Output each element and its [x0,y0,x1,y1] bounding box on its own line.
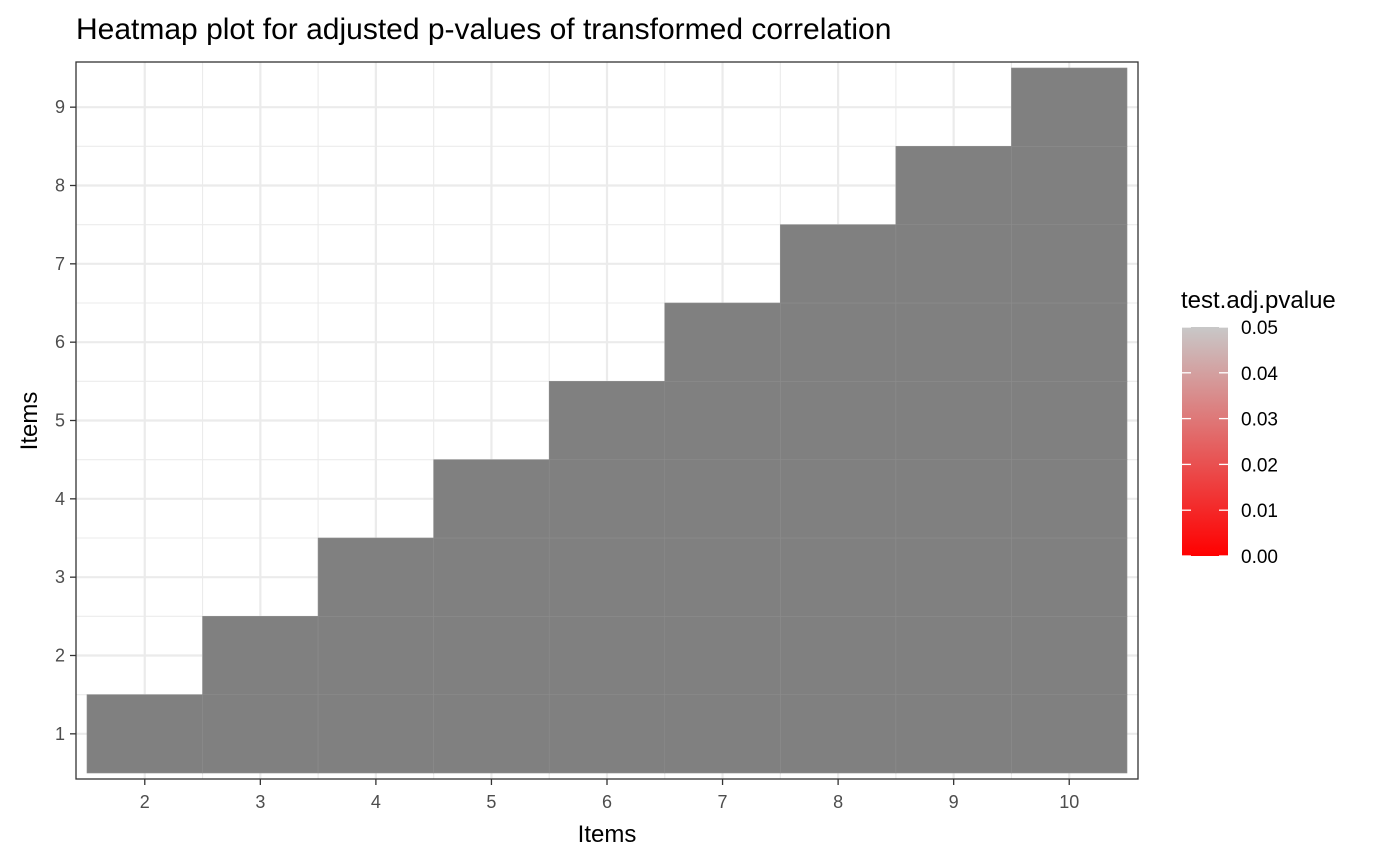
heatmap-cell [1011,146,1128,225]
y-tick-label: 2 [55,646,65,666]
x-tick-label: 9 [949,792,959,812]
heatmap-cell [895,694,1012,774]
heatmap-cell [780,694,897,774]
heatmap-cell [664,537,781,617]
heatmap-cell [433,459,550,539]
heatmap-cell [548,694,666,774]
heatmap-cell [1011,694,1128,774]
heatmap-cell [202,694,319,774]
y-tick-label: 7 [55,254,65,274]
legend-label: 0.04 [1241,364,1278,385]
heatmap-cell [780,381,897,460]
heatmap-cell [1011,302,1128,382]
x-axis-title: Items [578,821,637,848]
legend-ticks: 0.00 0.01 0.02 0.03 0.04 0.05 [1182,318,1278,568]
legend-title: test.adj.pvalue [1181,287,1336,314]
legend-label: 0.02 [1241,455,1278,476]
y-axis-ticks: 1 2 3 4 5 6 7 8 9 [55,97,76,744]
heatmap-cell [895,146,1012,225]
heatmap-cell [664,694,781,774]
heatmap-cell [895,616,1012,695]
heatmap-cell [1011,616,1128,695]
legend-label: 0.03 [1241,410,1278,431]
heatmap-cell [664,459,781,539]
heatmap-cell [1011,381,1128,460]
y-tick-label: 8 [55,176,65,196]
y-tick-label: 3 [55,567,65,587]
x-tick-label: 8 [833,792,843,812]
chart-title: Heatmap plot for adjusted p-values of tr… [76,13,891,46]
heatmap-cell [548,616,666,695]
heatmap-cells [86,67,1128,774]
heatmap-cell [317,537,434,617]
heatmap-cell [317,616,434,695]
heatmap-cell [895,224,1012,304]
heatmap-cell [1011,459,1128,539]
x-tick-label: 10 [1059,792,1079,812]
heatmap-cell [895,302,1012,382]
heatmap-cell [664,302,781,382]
heatmap-cell [895,537,1012,617]
x-tick-label: 3 [255,792,265,812]
heatmap-cell [780,224,897,304]
legend-label: 0.05 [1241,318,1278,339]
heatmap-cell [1011,537,1128,617]
legend: test.adj.pvalue 0.00 0.01 0.02 0.03 0.04 0.05 [1181,287,1336,568]
y-axis-title: Items [16,392,43,451]
heatmap-cell [780,459,897,539]
y-tick-label: 5 [55,411,65,431]
heatmap-cell [86,694,203,774]
heatmap-cell [895,459,1012,539]
heatmap-cell [433,694,550,774]
y-tick-label: 4 [55,489,65,509]
heatmap-cell [780,537,897,617]
x-tick-label: 7 [718,792,728,812]
x-tick-label: 4 [371,792,381,812]
heatmap-cell [780,302,897,382]
heatmap-cell [664,381,781,460]
heatmap-cell [433,537,550,617]
heatmap-cell [202,616,319,695]
heatmap-cell [317,694,434,774]
y-tick-label: 1 [55,724,65,744]
legend-label: 0.01 [1241,501,1278,522]
legend-colorbar [1182,327,1228,556]
x-tick-label: 6 [602,792,612,812]
heatmap-cell [1011,224,1128,304]
heatmap-cell [780,616,897,695]
heatmap-cell [664,616,781,695]
x-tick-label: 2 [140,792,150,812]
y-tick-label: 6 [55,332,65,352]
heatmap-cell [548,537,666,617]
x-tick-label: 5 [486,792,496,812]
heatmap-cell [1011,67,1128,147]
heatmap-cell [433,616,550,695]
heatmap-cell [548,381,666,460]
legend-label: 0.00 [1241,547,1278,568]
heatmap-cell [895,381,1012,460]
x-axis-ticks: 2 3 4 5 6 7 8 9 10 [140,779,1079,812]
heatmap-cell [548,459,666,539]
y-tick-label: 9 [55,97,65,117]
